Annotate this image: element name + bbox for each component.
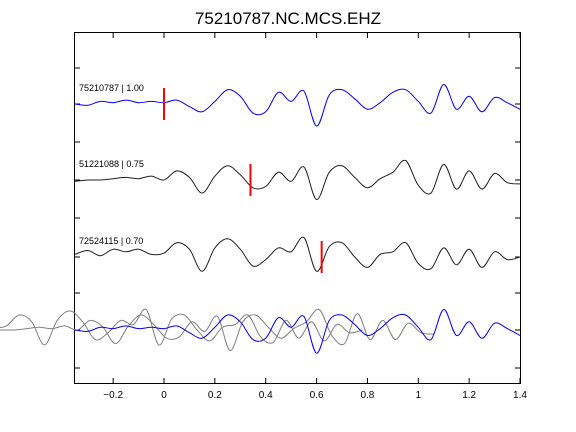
x-tick-label: 0.4 — [259, 390, 273, 401]
overlay-line-51221088 — [0, 308, 434, 351]
overlay-traces — [0, 308, 521, 354]
x-tick-label: 0.6 — [310, 390, 324, 401]
overlay-line-72524115 — [0, 308, 363, 346]
x-tick-label: 1.4 — [513, 390, 527, 401]
x-tick-label: 0.2 — [208, 390, 222, 401]
trace-line-51221088 — [74, 159, 521, 200]
y-ticks — [75, 67, 520, 369]
x-tick-label: −0.2 — [103, 390, 123, 401]
x-tick-label: 0 — [161, 390, 167, 401]
x-axis: −0.2 0 0.2 0.4 0.6 0.8 1 1.2 1.4 — [103, 33, 527, 401]
trace-labels: 75210787 | 1.00 51221088 | 0.75 72524115 |… — [79, 83, 144, 246]
trace-label-75210787: 75210787 | 1.00 — [79, 83, 144, 93]
chart-title: 75210787.NC.MCS.EHZ — [195, 9, 381, 28]
trace-label-51221088: 51221088 | 0.75 — [79, 159, 144, 169]
trace-label-72524115: 72524115 | 0.70 — [79, 236, 143, 246]
x-tick-label: 0.8 — [360, 390, 374, 401]
pick-markers — [163, 88, 323, 273]
x-tick-label: 1.2 — [462, 390, 476, 401]
plot-frame — [74, 32, 521, 384]
overlay-line-75210787 — [74, 309, 521, 354]
stacked-traces — [74, 84, 521, 272]
trace-line-75210787 — [74, 84, 521, 127]
x-tick-label: 1 — [416, 390, 422, 401]
trace-line-72524115 — [74, 236, 521, 272]
